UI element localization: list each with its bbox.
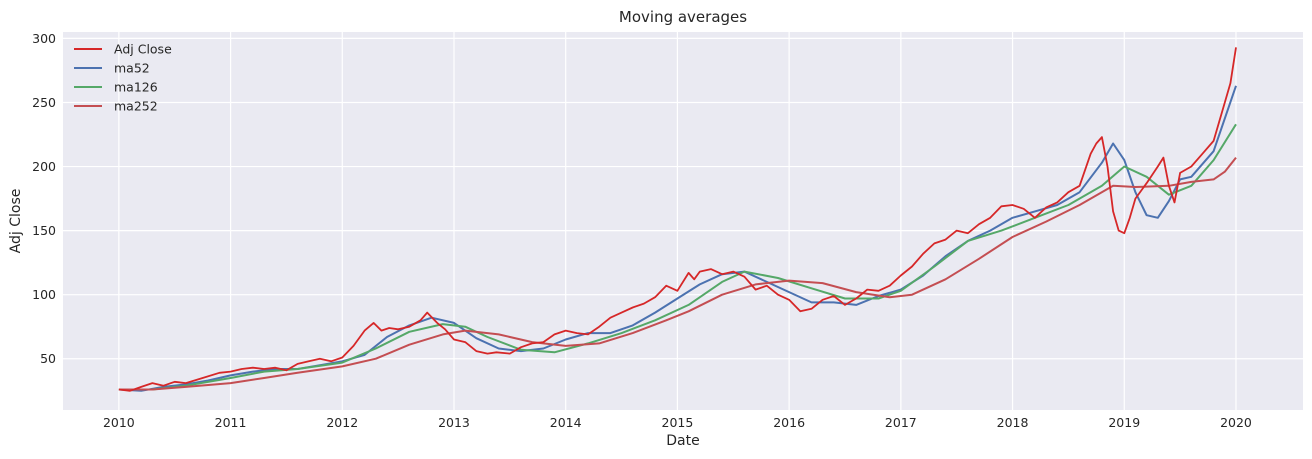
plot-area xyxy=(63,32,1303,410)
legend-label: ma126 xyxy=(114,80,158,95)
series-line-adj-close xyxy=(118,47,1237,392)
legend-label: Adj Close xyxy=(114,42,172,57)
y-tick-label: 150 xyxy=(32,223,56,238)
x-tick-label: 2020 xyxy=(1220,415,1252,430)
x-tick-label: 2016 xyxy=(773,415,805,430)
x-tick-label: 2010 xyxy=(103,415,135,430)
y-tick-label: 250 xyxy=(32,95,56,110)
y-tick-label: 200 xyxy=(32,159,56,174)
series-line-ma126 xyxy=(118,123,1237,391)
legend-label: ma252 xyxy=(114,99,158,114)
x-tick-label: 2018 xyxy=(997,415,1029,430)
legend-label: ma52 xyxy=(114,61,150,76)
x-tick-label: 2014 xyxy=(550,415,582,430)
series-lines xyxy=(118,47,1237,392)
x-tick-label: 2013 xyxy=(438,415,470,430)
x-tick-label: 2015 xyxy=(662,415,694,430)
x-axis-ticks: 2010 2011 2012 2013 2014 2015 2016 2017 2018 2019… xyxy=(103,415,1252,430)
legend: Adj Close ma52 ma126 ma252 xyxy=(74,42,172,114)
x-tick-label: 2017 xyxy=(885,415,917,430)
y-tick-label: 300 xyxy=(32,31,56,46)
chart-title: Moving averages xyxy=(619,8,747,26)
y-tick-label: 50 xyxy=(40,351,56,366)
x-tick-label: 2012 xyxy=(326,415,358,430)
x-axis-label: Date xyxy=(666,433,699,449)
x-tick-label: 2019 xyxy=(1108,415,1140,430)
y-axis-label: Adj Close xyxy=(8,189,24,254)
y-tick-label: 100 xyxy=(32,287,56,302)
x-tick-label: 2011 xyxy=(215,415,247,430)
y-axis-ticks: 50 100 150 200 250 300 xyxy=(32,31,56,366)
series-line-ma252 xyxy=(118,156,1237,391)
